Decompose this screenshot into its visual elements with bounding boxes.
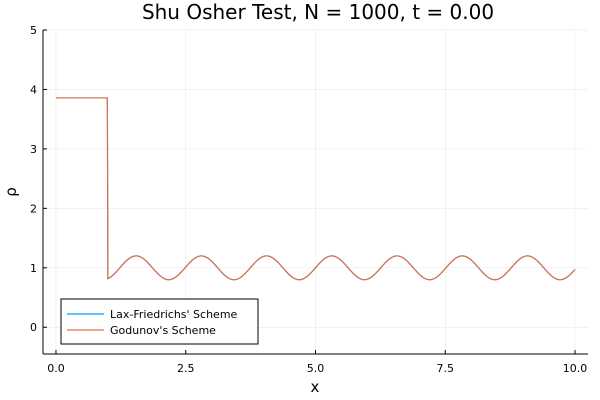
y-tick-label: 1 [30, 262, 37, 275]
x-tick-label: 2.5 [177, 362, 195, 375]
legend-label-lax-friedrichs: Lax-Friedrichs' Scheme [110, 308, 238, 321]
y-tick-label: 2 [30, 202, 37, 215]
series-line-godunov [55, 97, 576, 281]
y-tick-label: 5 [30, 24, 37, 37]
x-tick-label: 5.0 [307, 362, 325, 375]
y-tick-label: 3 [30, 143, 37, 156]
legend: Lax-Friedrichs' Scheme Godunov's Scheme [60, 298, 259, 345]
x-tick-label: 0.0 [47, 362, 65, 375]
x-tick-label: 7.5 [437, 362, 455, 375]
y-tick-label: 0 [30, 321, 37, 334]
tick-labels: 0.0 2.5 5.0 7.5 10.0 0 1 2 3 4 5 [30, 24, 587, 375]
chart-title: Shu Osher Test, N = 1000, t = 0.00 [142, 0, 494, 24]
legend-label-godunov: Godunov's Scheme [110, 324, 216, 337]
series [55, 97, 576, 281]
x-tick-label: 10.0 [563, 362, 588, 375]
x-axis-label: x [311, 378, 320, 396]
ticks [43, 29, 576, 354]
y-axis-label: ρ [2, 187, 20, 197]
legend-box [60, 298, 259, 345]
y-tick-label: 4 [30, 83, 37, 96]
